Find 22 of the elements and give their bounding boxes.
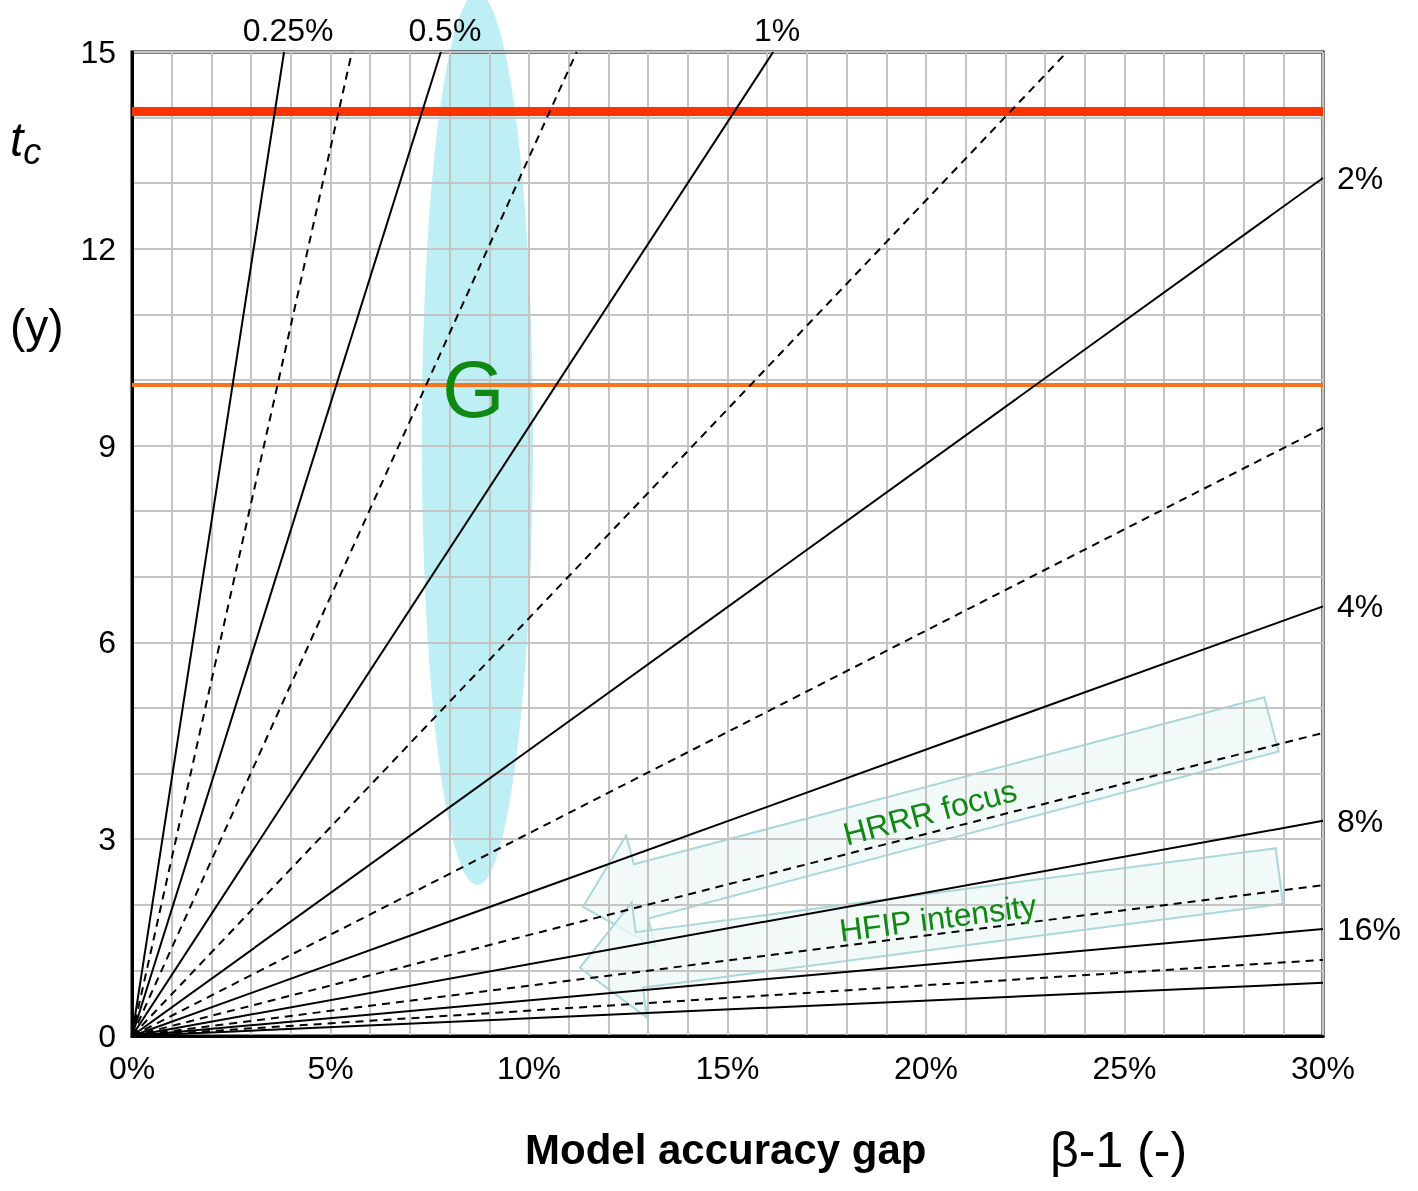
series-label: 8% bbox=[1337, 802, 1384, 839]
y-tick-label: 3 bbox=[98, 821, 116, 858]
x-tick-label: 25% bbox=[1092, 1050, 1157, 1086]
series-label: 16% bbox=[1337, 911, 1402, 948]
x-axis-title: Model accuracy gap bbox=[525, 1125, 927, 1173]
y-tick-label: 9 bbox=[98, 427, 116, 464]
y-tick-label: 15 bbox=[80, 34, 116, 70]
y-tick-label: 6 bbox=[98, 624, 116, 661]
text: β-1 (-) bbox=[1050, 1122, 1188, 1178]
series-label: 0.5% bbox=[408, 12, 482, 48]
y-tick-label: 12 bbox=[80, 230, 116, 267]
series-label: 4% bbox=[1337, 588, 1384, 625]
x-tick-label: 10% bbox=[496, 1050, 562, 1086]
series-label: 1% bbox=[754, 12, 801, 48]
x-tick-label: 15% bbox=[695, 1050, 760, 1086]
series-label: 0.25% bbox=[242, 12, 334, 48]
x-tick-label: 5% bbox=[307, 1050, 354, 1086]
series-label: 2% bbox=[1337, 159, 1384, 196]
x-tick-label: 30% bbox=[1290, 1050, 1356, 1086]
x-tick-label: 20% bbox=[893, 1050, 959, 1086]
annotation: HFIP intensity bbox=[837, 887, 1039, 949]
annotation: HRRR focus bbox=[839, 772, 1021, 853]
